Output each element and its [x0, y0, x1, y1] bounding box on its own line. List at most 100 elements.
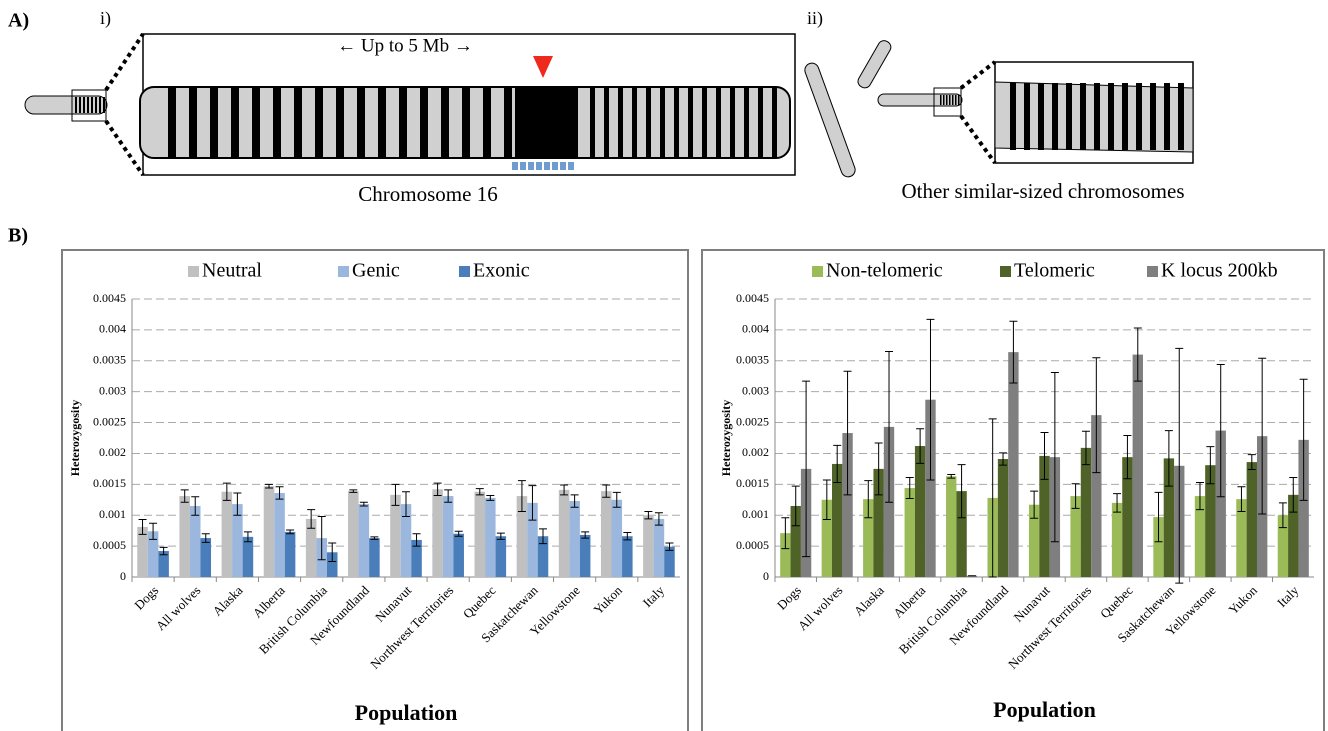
bar	[1277, 515, 1289, 577]
band	[99, 97, 101, 113]
x-tick-label: Nunavut	[372, 582, 415, 625]
error-bar	[1175, 347, 1184, 584]
x-tick-label: Dogs	[774, 583, 804, 613]
y-tick-label: 0	[120, 569, 126, 583]
legend-label: K locus 200kb	[1161, 260, 1278, 282]
error-bar	[149, 522, 158, 540]
error-bar	[370, 536, 379, 540]
legend-label: Non-telomeric	[826, 260, 943, 282]
y-tick-label: 0	[763, 569, 769, 583]
error-bar	[1216, 363, 1225, 498]
x-tick-label: Northwest Territories	[367, 583, 456, 672]
error-bar	[359, 501, 368, 507]
error-bar	[317, 515, 326, 561]
band	[958, 95, 960, 105]
x-tick-label: Alberta	[250, 582, 288, 620]
error-bar	[623, 532, 632, 541]
band	[399, 87, 407, 158]
error-bar	[496, 532, 505, 540]
bar	[1028, 504, 1040, 577]
bar	[1215, 430, 1226, 577]
bar	[1111, 502, 1123, 577]
bar	[1288, 494, 1299, 577]
error-bar	[1247, 454, 1256, 471]
legend-swatch	[1000, 266, 1011, 277]
band	[744, 87, 749, 158]
y-tick-label: 0.0025	[736, 414, 769, 428]
legend-label: Exonic	[473, 260, 530, 282]
error-bar	[486, 494, 495, 501]
bar	[232, 504, 243, 577]
error-bar	[602, 484, 611, 498]
zoom-line	[959, 60, 997, 90]
bar	[914, 446, 926, 577]
bar	[780, 533, 791, 577]
error-bar	[1081, 430, 1090, 466]
x-tick-label: Italy	[1274, 582, 1302, 610]
bar	[200, 538, 212, 577]
band	[1024, 83, 1030, 150]
error-bar	[412, 533, 421, 547]
x-tick-label: Alberta	[890, 582, 928, 620]
bar	[527, 502, 538, 577]
x-tick-label: All wolves	[153, 583, 204, 634]
bar	[925, 399, 936, 577]
error-bar	[138, 519, 147, 535]
error-bar	[1237, 486, 1246, 513]
chart-frame	[61, 249, 689, 731]
bar	[1008, 352, 1019, 577]
band	[940, 95, 942, 105]
x-axis-label: Population	[355, 700, 458, 725]
chart-frame	[701, 249, 1325, 731]
error-bar	[1030, 490, 1039, 519]
error-bar	[570, 494, 579, 508]
band	[462, 87, 470, 158]
error-bar	[180, 489, 189, 503]
band	[95, 97, 97, 113]
error-bar	[1299, 378, 1308, 501]
bar	[1039, 455, 1050, 577]
error-bar	[781, 517, 790, 550]
band	[646, 87, 651, 158]
band	[758, 87, 763, 158]
error-bar	[201, 533, 210, 543]
error-bar	[265, 483, 273, 489]
error-bar	[1009, 320, 1018, 384]
bar	[643, 515, 654, 577]
band	[949, 95, 951, 105]
bar	[904, 488, 915, 577]
y-tick-label: 0.001	[742, 507, 769, 521]
band	[1038, 83, 1044, 150]
panel-label: B)	[8, 225, 28, 247]
x-tick-label: Quebec	[460, 582, 499, 621]
band	[231, 87, 239, 158]
error-bar	[402, 491, 410, 517]
error-bar	[475, 488, 484, 496]
bar	[390, 494, 401, 577]
sub-label: ii)	[807, 8, 823, 29]
error-bar	[539, 528, 547, 545]
legend-swatch	[812, 266, 823, 277]
band	[378, 87, 386, 158]
legend-label: Neutral	[202, 260, 262, 282]
error-bar	[874, 442, 883, 496]
band	[1010, 83, 1016, 150]
band	[252, 87, 260, 158]
probe	[528, 162, 534, 170]
band	[590, 87, 595, 158]
error-bar	[528, 485, 537, 521]
error-bar	[1206, 446, 1215, 485]
band	[210, 87, 218, 158]
legend-label: Genic	[352, 260, 400, 282]
error-bar	[1113, 493, 1122, 513]
band	[83, 97, 85, 113]
panel-label: A)	[8, 10, 29, 32]
y-tick-label: 0.002	[742, 445, 769, 459]
chromosome-caption: Other similar-sized chromosomes	[901, 179, 1184, 203]
band	[632, 87, 637, 158]
bar	[611, 499, 623, 577]
bar	[221, 491, 233, 577]
band	[294, 87, 302, 158]
small-box	[933, 87, 962, 117]
